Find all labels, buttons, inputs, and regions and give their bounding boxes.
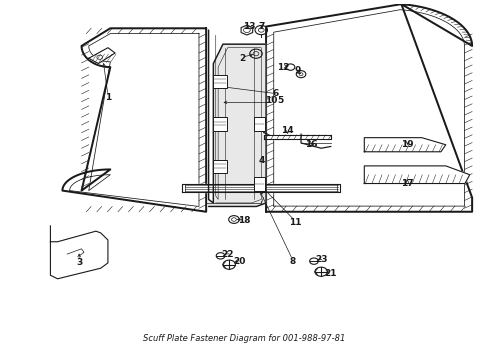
Polygon shape (89, 48, 115, 64)
Text: 22: 22 (221, 249, 233, 258)
FancyBboxPatch shape (213, 117, 226, 131)
Text: 18: 18 (238, 216, 250, 225)
Text: 10: 10 (264, 96, 277, 105)
Text: 2: 2 (239, 54, 244, 63)
FancyBboxPatch shape (254, 117, 264, 131)
Text: 13: 13 (243, 22, 255, 31)
Polygon shape (208, 30, 265, 207)
Text: 15: 15 (252, 183, 264, 192)
Text: 12: 12 (276, 63, 288, 72)
Text: 6: 6 (272, 89, 278, 98)
Text: 8: 8 (289, 257, 295, 266)
FancyBboxPatch shape (213, 159, 226, 173)
Text: 19: 19 (400, 140, 413, 149)
Polygon shape (182, 184, 340, 192)
Text: 3: 3 (76, 258, 82, 267)
FancyBboxPatch shape (213, 75, 226, 88)
Text: 17: 17 (400, 179, 413, 188)
Text: 9: 9 (293, 66, 300, 75)
FancyBboxPatch shape (254, 177, 264, 190)
Polygon shape (364, 166, 469, 184)
Polygon shape (263, 135, 330, 139)
Text: 5: 5 (277, 96, 283, 105)
Text: Scuff Plate Fastener Diagram for 001-988-97-81: Scuff Plate Fastener Diagram for 001-988… (143, 334, 345, 343)
Polygon shape (364, 138, 445, 152)
Text: 11: 11 (288, 218, 301, 227)
Polygon shape (50, 226, 108, 279)
Text: 14: 14 (281, 126, 293, 135)
Text: 7: 7 (258, 22, 264, 31)
Text: 20: 20 (233, 257, 245, 266)
Text: 21: 21 (324, 269, 336, 278)
Text: 23: 23 (314, 255, 327, 264)
Text: 4: 4 (258, 156, 264, 165)
Text: 1: 1 (104, 93, 111, 102)
Text: 16: 16 (305, 140, 317, 149)
